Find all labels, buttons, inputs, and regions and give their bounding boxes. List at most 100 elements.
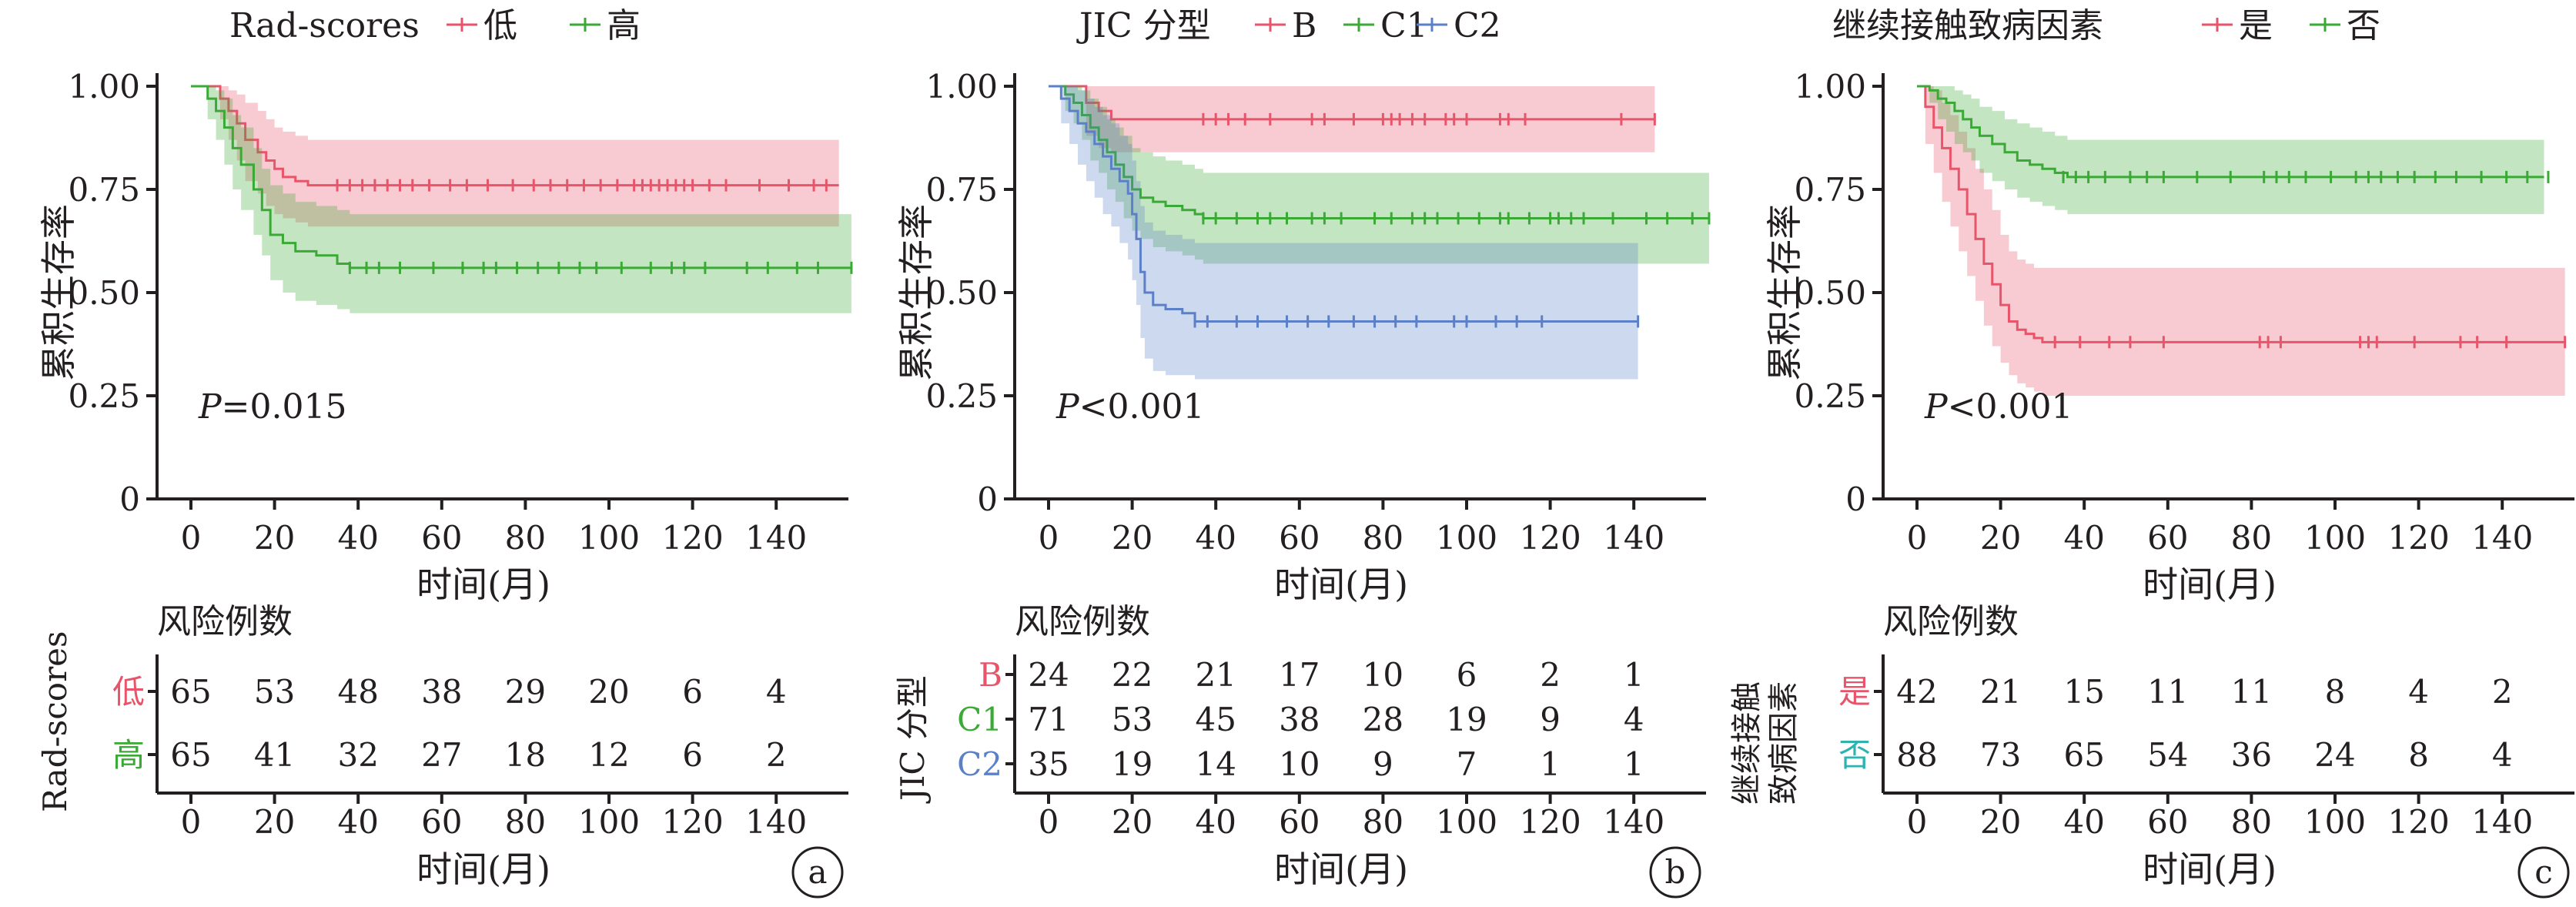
y-tick-label: 0 — [1845, 480, 1866, 518]
legend-label: 是 — [2239, 6, 2273, 45]
risk-count: 12 — [588, 736, 629, 774]
risk-count: 41 — [254, 736, 295, 774]
risk-x-tick-label: 0 — [1039, 803, 1059, 841]
risk-count: 2 — [766, 736, 787, 774]
risk-count: 8 — [2325, 673, 2346, 711]
survival-line-2 — [1049, 85, 1638, 323]
risk-x-tick-label: 60 — [421, 803, 462, 841]
risk-count: 4 — [2408, 673, 2429, 711]
panel-a-legend-title: Rad-scores — [229, 6, 420, 45]
panel-c-risk-title: 风险例数 — [1883, 602, 2019, 641]
panel-a-plot: 1.00 0.75 0.50 0.25 0 0 20 40 60 80 100 120 140 时间(月)… — [38, 68, 853, 605]
survival-line-1 — [1917, 85, 2544, 179]
risk-row-label: B — [979, 656, 1002, 694]
y-tick-label: 0.50 — [925, 274, 998, 312]
risk-x-tick-label: 80 — [2231, 803, 2272, 841]
risk-count: 10 — [1363, 656, 1403, 694]
panel-c-legend: 是否 — [2202, 6, 2380, 45]
y-tick-label: 0.50 — [68, 274, 140, 312]
risk-count: 29 — [505, 673, 546, 711]
risk-count: 15 — [2063, 673, 2104, 711]
risk-count: 1 — [1540, 745, 1561, 783]
risk-count: 28 — [1363, 701, 1403, 738]
ci-band-0 — [191, 86, 839, 227]
risk-x-tick-label: 20 — [1112, 803, 1153, 841]
risk-count: 4 — [1624, 701, 1644, 738]
x-tick-label: 80 — [505, 519, 546, 557]
panel-c-plot: 1.00 0.75 0.50 0.25 0 0 20 40 60 80 100 120 140 时间(月)… — [1764, 68, 2574, 605]
y-tick-label: 1.00 — [925, 68, 998, 105]
risk-count: 8 — [2408, 736, 2429, 774]
panel-a-risk-side-label: Rad-scores — [36, 631, 74, 812]
risk-x-tick-label: 40 — [1195, 803, 1236, 841]
risk-count: 65 — [170, 673, 211, 711]
risk-row-label: 高 — [112, 736, 145, 774]
risk-count: 54 — [2147, 736, 2188, 774]
panel-a-p-value: P=0.015 — [198, 387, 346, 427]
risk-row-label: 是 — [1838, 673, 1871, 711]
panel-b-risk-title: 风险例数 — [1015, 602, 1150, 641]
risk-x-tick-label: 0 — [181, 803, 202, 841]
y-axis-title: 累积生存率 — [38, 204, 79, 381]
risk-count: 19 — [1112, 745, 1153, 783]
x-tick-label: 120 — [662, 519, 724, 557]
panel-b-risk-table: B 24 22 21 17 10 6 2 1C1 71 53 45 38 28 19 9 4C2 35 19 14 10… — [957, 654, 1706, 899]
y-tick-label: 0 — [977, 480, 998, 518]
risk-x-tick-label: 80 — [505, 803, 546, 841]
risk-count: 27 — [421, 736, 462, 774]
x-tick-label: 0 — [181, 519, 202, 557]
risk-count: 4 — [766, 673, 787, 711]
risk-count: 45 — [1195, 701, 1236, 738]
risk-count: 38 — [421, 673, 462, 711]
risk-x-axis-title: 时间(月) — [417, 848, 550, 890]
panel-label-circle — [791, 846, 844, 899]
x-tick-label: 120 — [1520, 519, 1581, 557]
risk-x-tick-label: 100 — [2304, 803, 2366, 841]
x-axis-title: 时间(月) — [2143, 564, 2277, 605]
x-tick-label: 100 — [578, 519, 640, 557]
risk-count: 35 — [1028, 745, 1069, 783]
risk-count: 11 — [2147, 673, 2188, 711]
panel-a-risk-title: 风险例数 — [157, 602, 293, 641]
risk-count: 17 — [1279, 656, 1320, 694]
risk-count: 36 — [2231, 736, 2272, 774]
risk-x-tick-label: 100 — [1436, 803, 1497, 841]
x-tick-label: 40 — [2063, 519, 2104, 557]
risk-count: 20 — [588, 673, 629, 711]
risk-x-tick-label: 140 — [2471, 803, 2533, 841]
survival-line-1 — [1049, 85, 1709, 220]
risk-count: 2 — [2492, 673, 2513, 711]
panel-a-legend: 低高 — [447, 6, 641, 45]
x-tick-label: 20 — [1980, 519, 2021, 557]
risk-count: 21 — [1980, 673, 2021, 711]
risk-count: 65 — [170, 736, 211, 774]
risk-count: 10 — [1279, 745, 1320, 783]
panel-b-legend: B C1 C2 — [1255, 6, 1501, 45]
y-axis-title: 累积生存率 — [1764, 204, 1805, 381]
risk-count: 73 — [1980, 736, 2021, 774]
survival-line-1 — [191, 85, 851, 269]
x-axis-title: 时间(月) — [417, 564, 550, 605]
panel-b-p-value: P<0.001 — [1055, 387, 1204, 427]
x-tick-label: 140 — [2471, 519, 2533, 557]
panel-a-risk-table: 低 65 53 48 38 29 20 6 4高 65 41 32 27 18 12 6 20 20 40 60 80 1… — [112, 654, 848, 899]
risk-x-tick-label: 120 — [1520, 803, 1581, 841]
risk-count: 1 — [1624, 656, 1644, 694]
survival-line-0 — [1049, 85, 1655, 121]
survival-line-0 — [1917, 85, 2565, 343]
risk-count: 18 — [505, 736, 546, 774]
x-tick-label: 60 — [421, 519, 462, 557]
y-tick-label: 0.75 — [68, 171, 140, 209]
risk-x-tick-label: 100 — [578, 803, 640, 841]
panel-b-plot: 1.00 0.75 0.50 0.25 0 0 20 40 60 80 100 120 140 时间(月)… — [895, 68, 1711, 605]
risk-x-tick-label: 140 — [1603, 803, 1664, 841]
panel-c-legend-title: 继续接触致病因素 — [1832, 6, 2103, 45]
panel-label-circle — [2517, 846, 2570, 899]
risk-row-label: 否 — [1838, 736, 1871, 774]
x-tick-label: 100 — [1436, 519, 1497, 557]
y-tick-label: 0.25 — [925, 377, 998, 415]
